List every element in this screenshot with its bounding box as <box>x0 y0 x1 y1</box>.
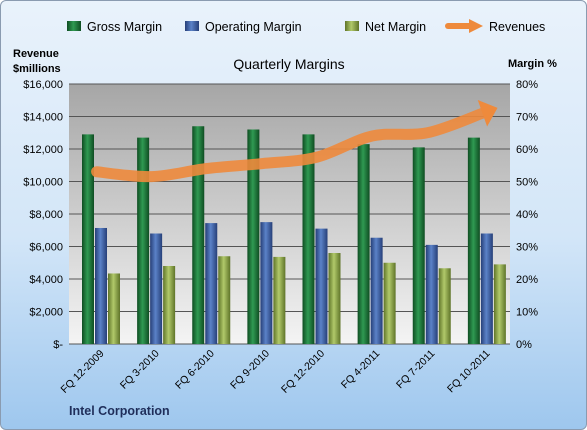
revenue-line-path <box>91 107 488 183</box>
left-axis-tick-label: $4,000 <box>29 274 63 286</box>
legend-label-operating-margin: Operating Margin <box>205 20 302 34</box>
bar-operating-margin <box>150 233 163 344</box>
bar-net-margin <box>383 262 396 344</box>
bar-series <box>82 126 506 344</box>
revenue-line <box>91 100 498 183</box>
right-axis-tick-label: 30% <box>516 242 538 254</box>
bar-operating-margin <box>425 244 438 344</box>
category-labels: FQ 12-2009 FQ 3-2010 FQ 6-2010 FQ 9-2010 FQ … <box>59 348 493 396</box>
bar-net-margin <box>273 256 286 344</box>
legend-swatch-operating-margin <box>185 21 199 31</box>
legend-swatch-gross-margin <box>67 21 81 31</box>
right-axis-tick-label: 10% <box>516 307 538 319</box>
right-axis-tick-label: 80% <box>516 79 538 91</box>
bar-operating-margin <box>480 233 493 344</box>
bar-gross-margin <box>467 137 480 344</box>
bar-operating-margin <box>260 222 273 344</box>
legend-label-net-margin: Net Margin <box>365 20 426 34</box>
right-axis-tick-label: 70% <box>516 112 538 124</box>
bar-gross-margin <box>302 134 315 344</box>
bar-net-margin <box>328 253 341 344</box>
bar-gross-margin <box>192 126 205 344</box>
right-axis-tick-label: 40% <box>516 209 538 221</box>
left-axis-tick-label: $8,000 <box>29 209 63 221</box>
left-axis-ticks: $- $2,000 $4,000 $6,000 $8,000 $10,000 $12,000… <box>23 79 63 351</box>
legend-label-gross-margin: Gross Margin <box>87 20 162 34</box>
bar-net-margin <box>163 266 176 344</box>
bar-operating-margin <box>205 223 218 344</box>
left-axis-tick-label: $12,000 <box>23 144 63 156</box>
left-axis-tick-label: $16,000 <box>23 79 63 91</box>
bar-gross-margin <box>247 129 260 344</box>
left-axis-tick-label: $10,000 <box>23 177 63 189</box>
right-axis-tick-label: 20% <box>516 274 538 286</box>
bar-operating-margin <box>370 237 383 344</box>
bar-net-margin <box>438 268 451 344</box>
bar-gross-margin <box>357 144 370 344</box>
left-axis-tick-label: $2,000 <box>29 307 63 319</box>
category-label: FQ 7-2011 <box>394 348 438 392</box>
company-label: Intel Corporation <box>69 404 170 418</box>
legend-label-revenues: Revenues <box>489 20 545 34</box>
legend-arrow-revenues <box>469 19 483 33</box>
right-axis-title: Margin % <box>508 58 557 70</box>
legend-swatch-net-margin <box>345 21 359 31</box>
bar-operating-margin <box>95 227 107 344</box>
right-axis-tick-label: 0% <box>516 339 532 351</box>
category-label: FQ 9-2010 <box>228 348 272 392</box>
legend: Gross Margin Operating Margin Net Margin… <box>67 19 545 34</box>
bar-operating-margin <box>315 228 328 344</box>
bar-net-margin <box>218 256 231 344</box>
right-axis-tick-label: 50% <box>516 177 538 189</box>
category-label: FQ 3-2010 <box>118 348 162 392</box>
right-axis-ticks: 0% 10% 20% 30% 40% 50% 60% 70% 80% <box>516 79 538 351</box>
left-axis-tick-label: $14,000 <box>23 112 63 124</box>
bar-net-margin <box>493 264 506 344</box>
bar-gross-margin <box>412 147 425 344</box>
left-axis-tick-label: $6,000 <box>29 242 63 254</box>
bar-net-margin <box>108 273 120 344</box>
category-label: FQ 12-2010 <box>279 348 327 396</box>
category-label: FQ 12-2009 <box>59 348 107 396</box>
revenue-arrowhead <box>477 100 498 127</box>
category-label: FQ 4-2011 <box>339 348 383 392</box>
category-label: FQ 6-2010 <box>173 348 217 392</box>
bar-gross-margin <box>82 134 94 344</box>
chart-title: Quarterly Margins <box>233 56 344 72</box>
category-label: FQ 10-2011 <box>445 348 493 396</box>
left-axis-title-line2: $millions <box>13 63 61 75</box>
left-axis-title-line1: Revenue <box>13 48 59 60</box>
bar-gross-margin <box>137 137 150 344</box>
right-axis-tick-label: 60% <box>516 144 538 156</box>
left-axis-tick-label: $- <box>53 339 63 351</box>
